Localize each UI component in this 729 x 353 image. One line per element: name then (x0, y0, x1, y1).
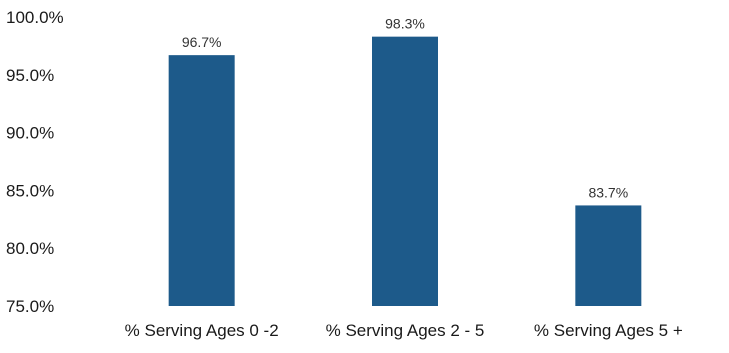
y-tick-label: 75.0% (6, 297, 54, 316)
data-label: 96.7% (182, 34, 222, 50)
y-tick-label: 100.0% (6, 8, 64, 27)
y-axis: 100.0% 95.0% 90.0% 85.0% 80.0% 75.0% (6, 8, 64, 316)
data-label: 83.7% (588, 184, 628, 200)
data-labels: 96.7% 98.3% 83.7% (182, 16, 628, 201)
y-tick-label: 80.0% (6, 239, 54, 258)
bar (575, 205, 642, 306)
x-axis: % Serving Ages 0 -2 % Serving Ages 2 - 5%… (125, 321, 683, 340)
bar (372, 36, 438, 306)
y-tick-label: 90.0% (6, 124, 54, 143)
data-label: 98.3% (385, 16, 425, 32)
y-tick-label: 85.0% (6, 181, 54, 200)
bars (168, 36, 642, 307)
category-label: % Serving Ages 0 -2 (125, 321, 279, 340)
y-tick-label: 95.0% (6, 66, 54, 85)
bar (168, 55, 235, 307)
category-label: % Serving Ages 2 - 5 (326, 321, 485, 340)
category-label: % Serving Ages 5 + (534, 321, 683, 340)
